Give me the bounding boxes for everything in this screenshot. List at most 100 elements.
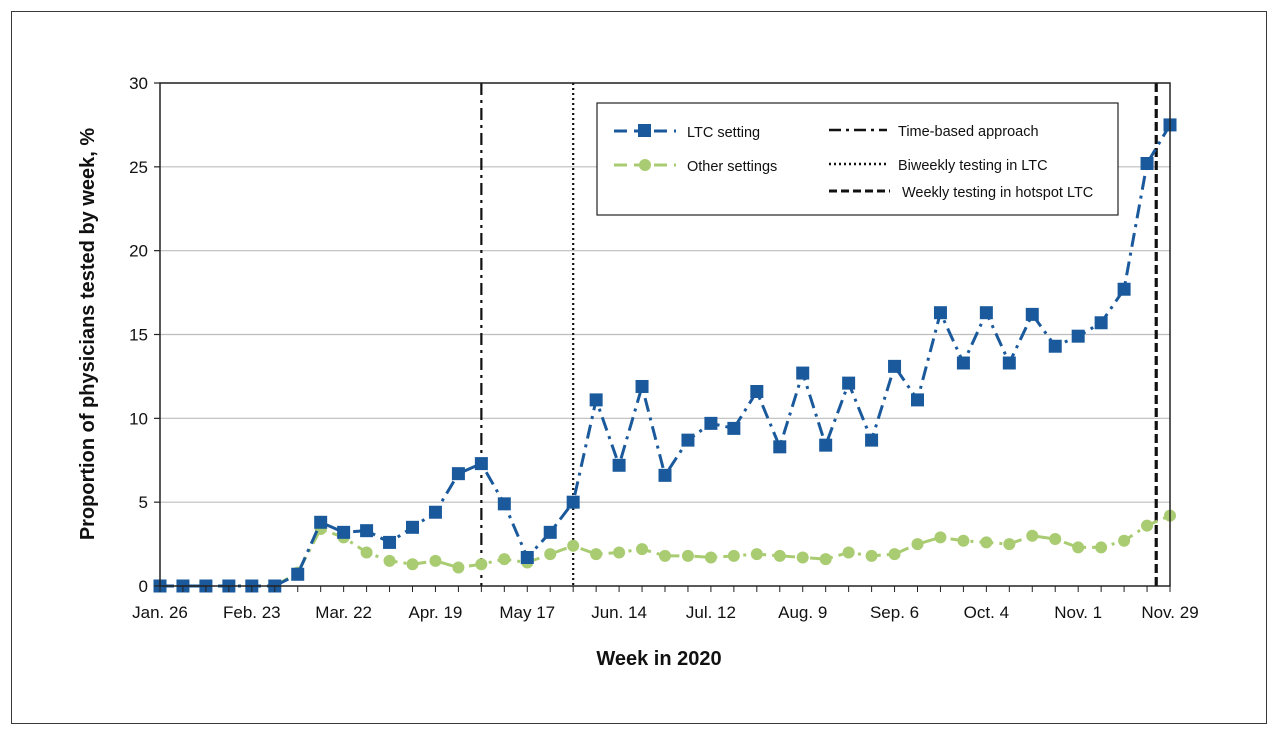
data-point-circle: [750, 548, 763, 561]
data-point-square: [1025, 307, 1039, 321]
data-point-square: [704, 416, 718, 430]
data-point-circle: [980, 536, 993, 549]
legend-label-ltc: LTC setting: [687, 125, 760, 141]
data-point-circle: [659, 549, 671, 562]
data-point-square: [933, 306, 947, 320]
reference-lines: [480, 83, 1158, 586]
data-point-circle: [1095, 541, 1108, 554]
series-line: [160, 514, 1171, 588]
legend-item-other: Other settings: [614, 159, 777, 175]
legend-box: [596, 102, 1119, 216]
x-axis-ticks: Jan. 26 Feb. 23 Mar. 22 Apr. 19 May 17 Jun. 1…: [132, 586, 1199, 622]
x-tick-label: Apr. 19: [409, 603, 463, 622]
data-point-square: [497, 497, 511, 511]
data-point-square: [612, 458, 626, 472]
data-point-square: [566, 495, 580, 509]
y-axis-ticks: 0 5 10 15 20 25 30: [129, 74, 160, 596]
legend-square-marker: [638, 124, 651, 137]
x-tick-label: Sep. 6: [870, 603, 919, 622]
data-point-circle: [636, 543, 649, 556]
data-point-square: [1094, 316, 1108, 330]
x-tick-label: Feb. 23: [223, 603, 281, 622]
data-point-circle: [704, 551, 717, 564]
data-point-square: [543, 525, 557, 539]
data-point-square: [658, 468, 672, 482]
y-axis-title: Proportion of physicians tested by week,…: [77, 128, 99, 541]
data-point-square: [979, 306, 993, 320]
data-point-circle: [1026, 529, 1039, 542]
y-tick-label: 5: [139, 493, 148, 512]
data-point-circle: [1072, 541, 1085, 554]
data-point-square: [291, 567, 305, 581]
y-tick-label: 15: [129, 326, 148, 345]
x-tick-label: Jan. 26: [132, 603, 188, 622]
data-point-square: [956, 356, 970, 370]
y-tick-label: 30: [129, 74, 148, 93]
data-point-square: [819, 438, 833, 452]
data-point-square: [1002, 356, 1016, 370]
data-point-circle: [934, 531, 947, 544]
data-point-circle: [842, 546, 855, 559]
data-point-circle: [681, 549, 694, 562]
data-point-square: [888, 359, 902, 373]
legend-item-ltc: LTC setting: [614, 124, 760, 141]
data-point-circle: [773, 549, 786, 562]
data-point-square: [796, 366, 810, 380]
data-point-circle: [429, 554, 442, 567]
x-tick-label: Mar. 22: [315, 603, 372, 622]
data-point-circle: [452, 561, 465, 574]
data-point-square: [750, 385, 764, 399]
data-point-square: [314, 515, 328, 529]
x-tick-label: Jul. 12: [686, 603, 736, 622]
x-tick-label: Oct. 4: [964, 603, 1009, 622]
data-point-circle: [911, 538, 924, 551]
data-point-square: [520, 550, 534, 564]
figure-frame: [11, 11, 1267, 724]
data-point-circle: [796, 551, 809, 564]
y-tick-label: 10: [129, 409, 148, 428]
series-layer: [153, 118, 1177, 593]
data-point-square: [727, 421, 741, 435]
data-point-square: [428, 505, 442, 519]
data-point-square: [1140, 156, 1154, 170]
y-tick-label: 0: [139, 577, 148, 596]
data-point-circle: [360, 546, 373, 559]
data-point-circle: [383, 554, 396, 567]
data-point-circle: [613, 546, 626, 559]
data-point-square: [681, 433, 695, 447]
data-point-square: [360, 524, 374, 538]
data-point-circle: [475, 558, 488, 571]
data-point-square: [842, 376, 856, 390]
data-point-circle: [567, 539, 580, 552]
legend-item-time-based: Time-based approach: [829, 124, 1039, 140]
data-point-circle: [865, 549, 878, 562]
data-point-circle: [590, 548, 603, 561]
data-point-circle: [544, 548, 557, 561]
legend-label-weekly-hotspot: Weekly testing in hotspot LTC: [902, 185, 1093, 201]
data-point-square: [589, 393, 603, 407]
data-point-square: [865, 433, 879, 447]
x-tick-label: Aug. 9: [778, 603, 827, 622]
data-point-square: [406, 520, 419, 534]
data-point-square: [1117, 282, 1131, 296]
legend-label-other: Other settings: [687, 159, 777, 175]
x-tick-label: Nov. 29: [1141, 603, 1198, 622]
y-tick-label: 25: [129, 158, 148, 177]
data-point-square: [451, 467, 465, 481]
data-point-circle: [727, 549, 740, 562]
x-tick-label: May 17: [499, 603, 555, 622]
series-ltc: [153, 118, 1177, 593]
data-point-square: [635, 379, 649, 393]
legend-circle-marker: [639, 159, 651, 171]
x-tick-label: Nov. 1: [1054, 603, 1102, 622]
data-point-circle: [406, 558, 419, 571]
legend-label-time-based: Time-based approach: [898, 124, 1039, 140]
data-point-square: [911, 393, 924, 407]
data-point-circle: [957, 534, 970, 547]
legend: LTC setting Other settings Time-based ap…: [596, 102, 1119, 216]
data-point-circle: [498, 553, 511, 566]
data-point-circle: [1049, 533, 1062, 546]
legend-item-biweekly: Biweekly testing in LTC: [829, 158, 1048, 174]
data-point-square: [474, 457, 488, 471]
